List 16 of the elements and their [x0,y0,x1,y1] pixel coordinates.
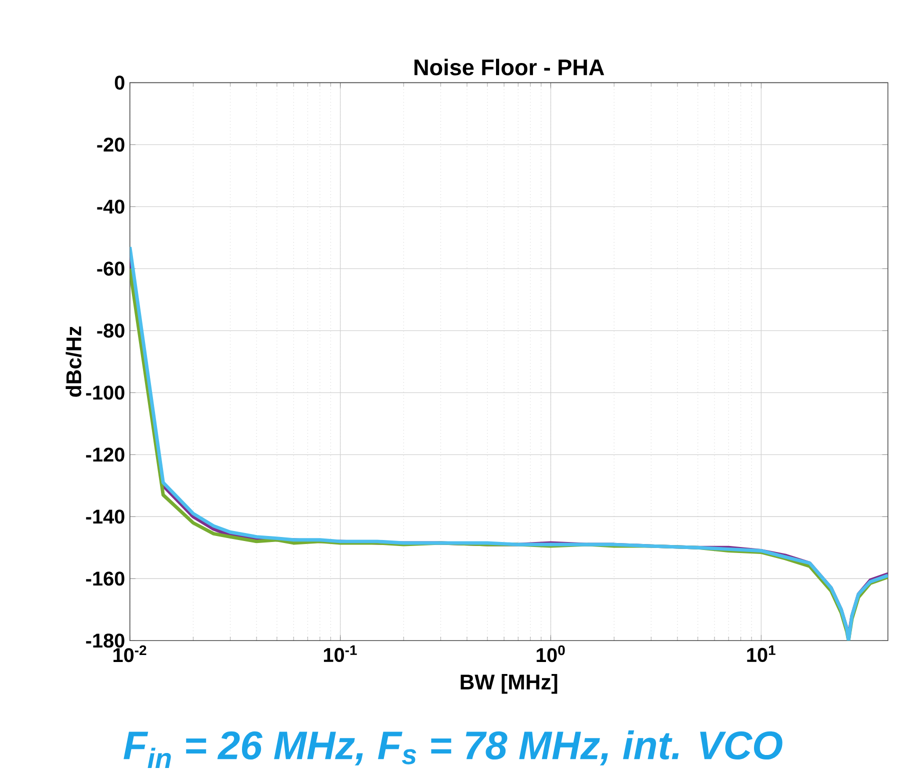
y-tick-label: -140 [86,510,124,524]
x-tick-label: 10$^{0}$ [536,645,565,662]
text: F$_{in}$ = 26 MHz, F$_{s}$ = 78 MHz, int. VCO [124,730,782,768]
y-tick-label: -100 [86,386,124,400]
y-tick-label: 0 [114,76,124,90]
chart-title: Noise Floor - PHA [414,58,604,76]
y-tick-label: -60 [97,262,124,276]
y-tick-label: -120 [86,448,124,462]
y-tick-label: -160 [86,572,124,586]
x-tick-label: 10$^{-1}$ [324,645,357,662]
y-tick-label: -20 [97,138,124,152]
x-tick-label: 10$^{1}$ [747,645,776,662]
y-tick-label: -40 [97,200,124,214]
y-tick-label: -80 [97,324,124,338]
y-axis-title: dBc/Hz [66,326,82,397]
x-axis-title: BW [MHz] [460,674,558,694]
